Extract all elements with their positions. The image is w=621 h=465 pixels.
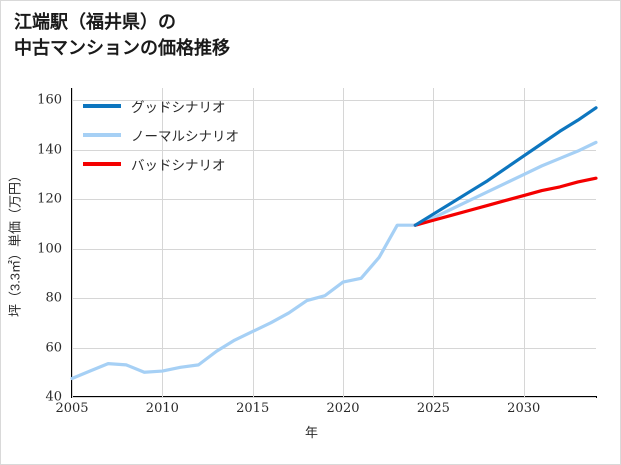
x-axis-label: 年: [304, 425, 318, 440]
y-tick-label: 60: [45, 340, 62, 356]
y-tick-label: 140: [37, 142, 62, 158]
gridline-vertical: [523, 88, 525, 397]
legend-color-swatch: [83, 162, 121, 166]
x-tick-label: 2030: [507, 401, 541, 416]
y-axis-label: 坪（3.3㎡）単価（万円）: [7, 168, 23, 317]
gridline-horizontal: [72, 199, 596, 201]
y-tick-label: 80: [45, 290, 62, 306]
gridline-horizontal: [72, 100, 596, 102]
chart-legend: グッドシナリオ ノーマルシナリオ バッドシナリオ: [83, 96, 239, 174]
plot-area: [70, 88, 598, 398]
page-title: 江端駅（福井県）の 中古マンションの価格推移: [14, 12, 230, 59]
x-tick-label: 2020: [326, 401, 360, 416]
legend-color-swatch: [83, 133, 121, 137]
y-tick-label: 100: [37, 241, 62, 257]
y-tick-label: 160: [37, 92, 62, 108]
legend-item[interactable]: バッドシナリオ: [83, 154, 239, 174]
legend-color-swatch: [83, 104, 121, 108]
series-line: [413, 176, 598, 227]
x-tick-label: 2005: [55, 401, 89, 416]
series-line: [70, 140, 598, 381]
y-tick-label: 120: [37, 191, 62, 207]
series-line: [413, 106, 598, 227]
x-tick-label: 2010: [145, 401, 179, 416]
gridline-horizontal: [72, 248, 596, 250]
x-tick-label: 2015: [236, 401, 270, 416]
legend-label: バッドシナリオ: [131, 158, 226, 173]
gridline-vertical: [162, 88, 164, 397]
gridline-horizontal: [72, 149, 596, 151]
gridline-vertical: [252, 88, 254, 397]
legend-item[interactable]: グッドシナリオ: [83, 96, 239, 116]
gridline-vertical: [433, 88, 435, 397]
y-tick-label: 40: [45, 389, 62, 405]
x-tick-label: 2025: [416, 401, 450, 416]
chart-lines: [70, 106, 598, 381]
y-axis-label-container: 坪（3.3㎡）単価（万円）: [1, 88, 27, 397]
gridline-horizontal: [72, 347, 596, 349]
gridline-horizontal: [72, 298, 596, 300]
legend-item[interactable]: ノーマルシナリオ: [83, 125, 239, 145]
gridline-vertical: [343, 88, 345, 397]
legend-label: ノーマルシナリオ: [131, 129, 239, 144]
y-axis-spine: [71, 88, 73, 397]
gridline-vertical: [72, 88, 73, 397]
gridline-horizontal: [72, 397, 596, 398]
legend-label: グッドシナリオ: [131, 100, 226, 115]
